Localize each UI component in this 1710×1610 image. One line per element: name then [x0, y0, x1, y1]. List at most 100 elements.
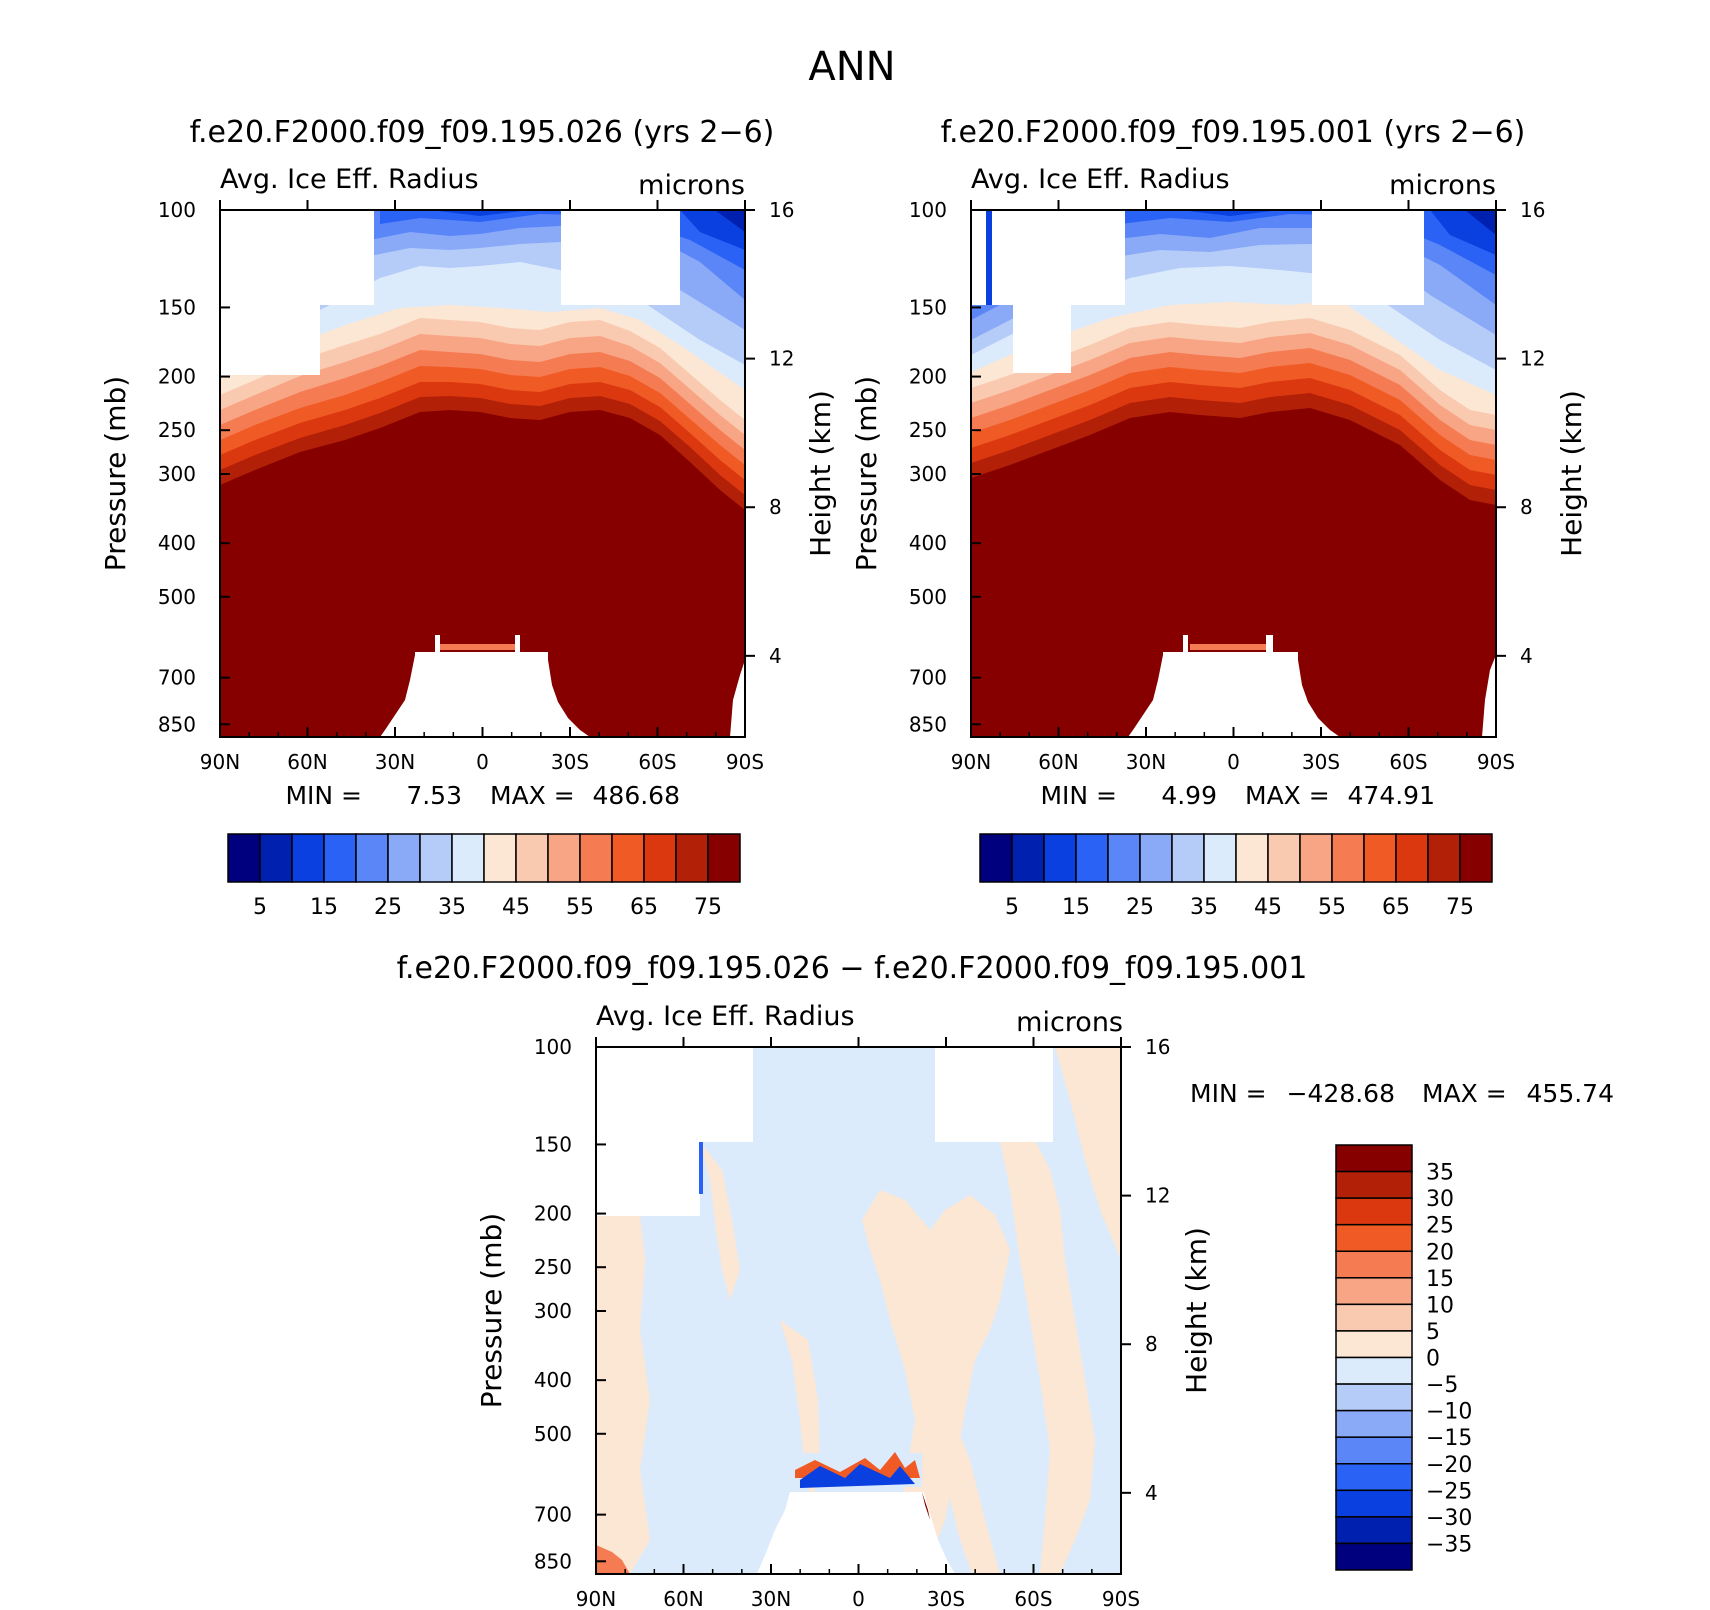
panel-b-y-tick-label: 300: [909, 462, 947, 486]
panel-diff-colorbar-box: [1335, 1356, 1413, 1385]
panel-a-max-label: MAX =: [490, 781, 575, 810]
panel-diff-colorbar-label: −15: [1426, 1426, 1472, 1451]
panel-diff-y-tick-label: 400: [534, 1368, 572, 1392]
panel-diff-colorbar-label: −10: [1426, 1400, 1472, 1425]
panel-a-min-label: MIN =: [285, 781, 362, 810]
panel-diff-y-tick-label: 100: [534, 1035, 572, 1059]
panel-b-band-5: [1465, 210, 1496, 235]
panel-b-colorbar-box: [1107, 833, 1141, 883]
panel-diff-topography: [757, 1492, 955, 1574]
panel-diff-x-tick-label: 60S: [1014, 1587, 1052, 1610]
panel-b-colorbar-label: 55: [1318, 895, 1346, 920]
panel-diff-pos-region-1: [596, 1215, 650, 1574]
panel-b-colorbar-box: [1459, 833, 1493, 883]
panel-a-y-axis-label: Pressure (mb): [99, 376, 132, 571]
panel-b-colorbar-label: 65: [1382, 895, 1410, 920]
panel-a-colorbar-box: [227, 833, 261, 883]
panel-diff-colorbar-label: −20: [1426, 1453, 1472, 1478]
panel-b-colorbar-box: [1235, 833, 1269, 883]
page-title: ANN: [808, 44, 895, 90]
panel-b-y-tick-label: 850: [909, 712, 947, 736]
panel-a-colorbar-box: [643, 833, 677, 883]
panel-b-missing-w: [1013, 305, 1071, 373]
panel-diff-colorbar-label: −25: [1426, 1479, 1472, 1504]
panel-b-y2-tick-label: 8: [1520, 495, 1533, 519]
panel-diff-y-tick-label: 250: [534, 1255, 572, 1279]
panel-a-x-tick-label: 90N: [200, 750, 240, 774]
panel-b-colorbar-box: [1011, 833, 1045, 883]
panel-diff-topography-edge: [922, 1492, 930, 1520]
panel-a-axes: 90N 60N 30N 0 30S 60S 90S 100 150 200 250 300 400 500…: [99, 198, 837, 774]
panel-a-y-tick-label: 100: [158, 198, 196, 222]
panel-a-title: f.e20.F2000.f09_f09.195.026 (yrs 2−6): [190, 115, 775, 150]
panel-diff-y2-tick-label: 8: [1145, 1332, 1158, 1356]
panel-diff-missing-ne: [935, 1047, 1053, 1142]
panel-b-x-tick-label: 60N: [1038, 750, 1078, 774]
panel-diff-units: microns: [1016, 1007, 1123, 1038]
panel-a: f.e20.F2000.f09_f09.195.026 (yrs 2−6) Av…: [99, 115, 837, 920]
panel-diff-colorbar-label: 25: [1426, 1214, 1454, 1239]
panel-b-missing-nw-1: [971, 210, 986, 305]
panel-b-variable: Avg. Ice Eff. Radius: [971, 164, 1230, 195]
panel-diff-max-label: MAX =: [1422, 1079, 1507, 1108]
panel-diff-colorbar-label: 10: [1426, 1293, 1454, 1318]
panel-diff-pos-region-4: [1055, 1047, 1121, 1260]
panel-b-colorbar-box: [1171, 833, 1205, 883]
panel-a-units: microns: [638, 170, 745, 201]
panel-b-y-tick-label: 200: [909, 365, 947, 389]
panel-diff-pos-region-7: [920, 1400, 1000, 1574]
panel-diff-colorbar-box: [1335, 1516, 1413, 1545]
panel-a-band-5: [715, 210, 745, 232]
panel-b-y2-axis-label: Height (km): [1555, 390, 1588, 557]
panel-diff-x-tick-label: 90S: [1102, 1587, 1140, 1610]
panel-diff-colorbar-label: −30: [1426, 1506, 1472, 1531]
panel-a-missing-ne: [561, 210, 680, 305]
panel-diff-plot-area: [596, 1047, 1121, 1574]
panel-diff-x-tick-label: 30N: [751, 1587, 791, 1610]
panel-a-surface-band: [440, 644, 515, 650]
panel-diff-colorbar-box: [1335, 1170, 1413, 1199]
panel-b-plot-area: [971, 210, 1496, 737]
panel-b-y-tick-label: 700: [909, 666, 947, 690]
panel-b-colorbar-label: 25: [1126, 895, 1154, 920]
panel-b-x-tick-label: 60S: [1389, 750, 1427, 774]
panel-a-y-tick-label: 850: [158, 712, 196, 736]
panel-diff-colorbar-label: −35: [1426, 1532, 1472, 1557]
panel-diff-y2-tick-label: 4: [1145, 1481, 1158, 1505]
panel-a-y-tick-label: 300: [158, 462, 196, 486]
panel-b-y2-tick-label: 12: [1520, 347, 1545, 371]
panel-b-missing-ne: [1312, 210, 1424, 305]
panel-b-colorbar: 5 15 25 35 45 55 65 75: [979, 833, 1493, 920]
panel-b: f.e20.F2000.f09_f09.195.001 (yrs 2−6) Av…: [850, 115, 1588, 920]
panel-diff-colorbar-box: [1335, 1463, 1413, 1492]
panel-a-y-tick-label: 250: [158, 418, 196, 442]
panel-b-y-tick-label: 100: [909, 198, 947, 222]
panel-a-colorbar-box: [579, 833, 613, 883]
panel-diff-colorbar-label: 35: [1426, 1161, 1454, 1186]
panel-a-y2-axis-label: Height (km): [804, 390, 837, 557]
panel-diff-colorbar-box: [1335, 1303, 1413, 1332]
panel-a-plot-area: [220, 210, 745, 737]
panel-diff-pos-peak-sw: [596, 1545, 630, 1574]
panel-b-surface-band: [1190, 644, 1266, 650]
panel-b-title: f.e20.F2000.f09_f09.195.001 (yrs 2−6): [941, 115, 1526, 150]
panel-diff-min-value: −428.68: [1287, 1079, 1395, 1108]
panel-a-colorbar-label: 25: [374, 895, 402, 920]
panel-a-colorbar-label: 65: [630, 895, 658, 920]
panel-a-x-tick-label: 0: [476, 750, 489, 774]
panel-a-max-value: 486.68: [593, 781, 680, 810]
panel-a-y-tick-label: 150: [158, 295, 196, 319]
panel-diff-colorbar-box: [1335, 1383, 1413, 1412]
panel-diff-neg-strip: [699, 1142, 703, 1194]
panel-b-y-axis-label: Pressure (mb): [850, 376, 883, 571]
panel-a-colorbar-box: [547, 833, 581, 883]
panel-b-min-value: 4.99: [1161, 781, 1217, 810]
panel-b-y2-tick-label: 16: [1520, 198, 1545, 222]
panel-a-variable: Avg. Ice Eff. Radius: [220, 164, 479, 195]
panel-b-colorbar-box: [1267, 833, 1301, 883]
panel-b-colorbar-box: [979, 833, 1013, 883]
panel-a-x-tick-label: 90S: [726, 750, 764, 774]
panel-diff-y-tick-label: 300: [534, 1299, 572, 1323]
panel-a-y-tick-label: 200: [158, 365, 196, 389]
panel-diff-y-tick-label: 150: [534, 1132, 572, 1156]
